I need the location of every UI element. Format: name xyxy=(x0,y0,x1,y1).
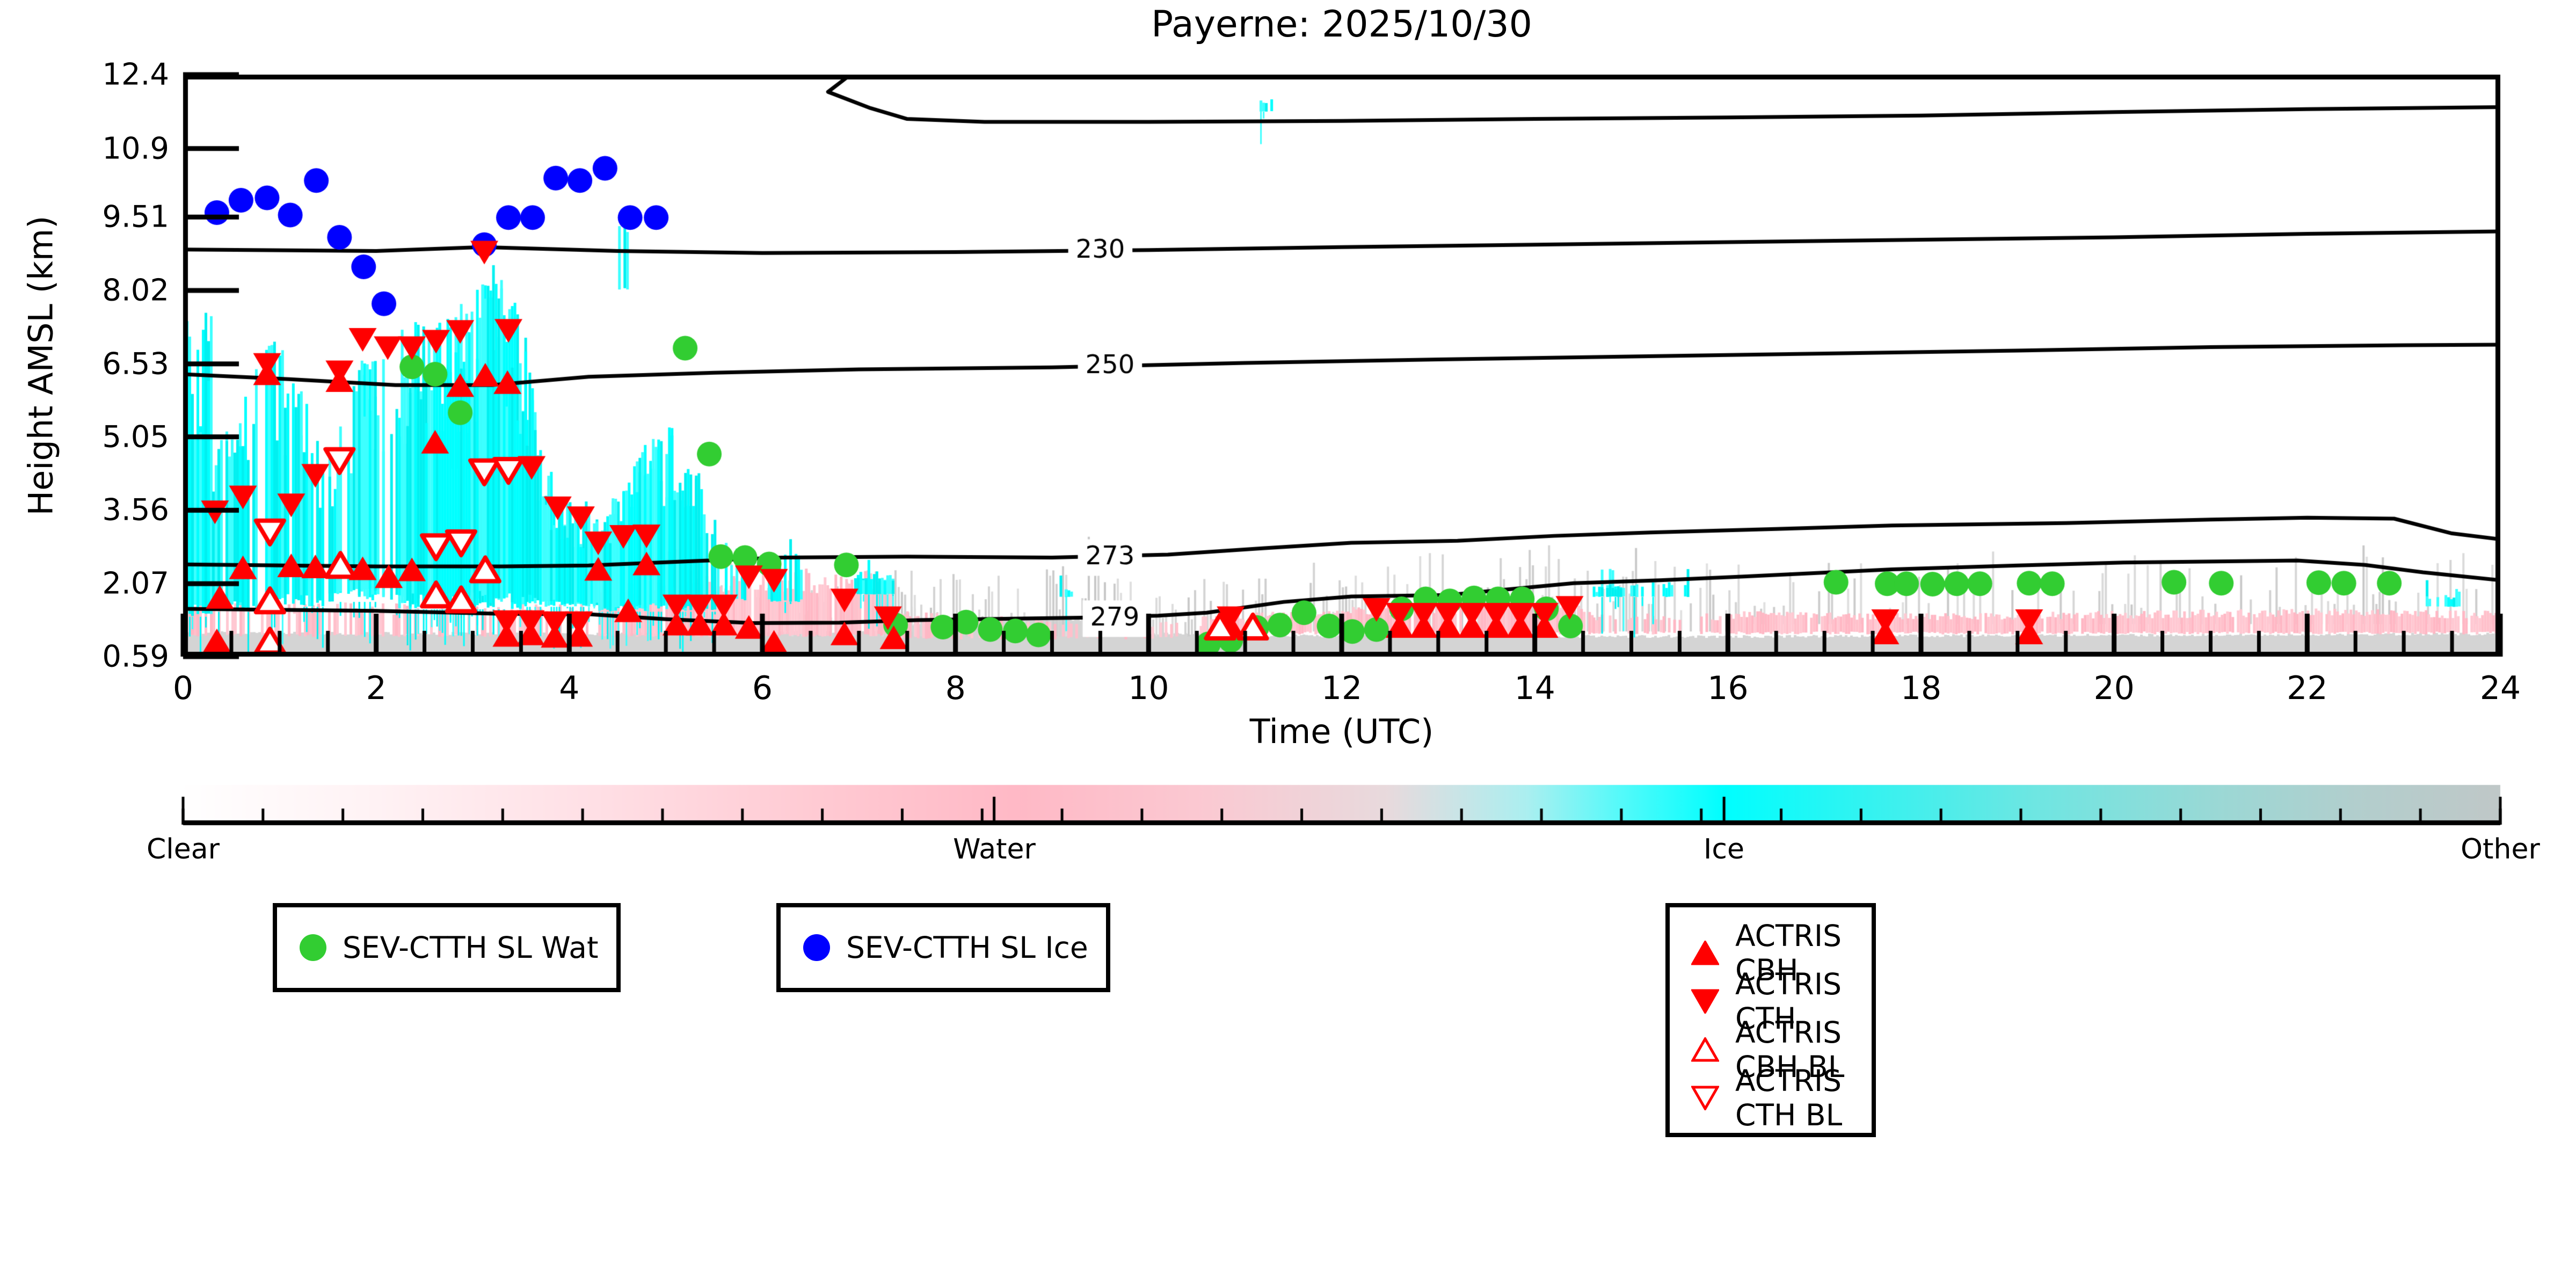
red-open-triangle-up-icon xyxy=(1691,1037,1719,1062)
legend-sev-ctth-ice: SEV-CTTH SL Ice xyxy=(776,903,1110,992)
blue-circle-marker-icon xyxy=(803,934,830,961)
colorbar-label-ice: Ice xyxy=(1704,833,1744,865)
red-open-triangle-down-icon xyxy=(1691,1086,1719,1110)
y-tick-label: 2.07 xyxy=(102,566,169,601)
page-title: Payerne: 2025/10/30 xyxy=(1151,3,1532,46)
legend-sev-ctth-wat: SEV-CTTH SL Wat xyxy=(273,903,621,992)
legend-label: ACTRIS CBH xyxy=(1735,919,1842,987)
x-tick-label: 12 xyxy=(1321,670,1363,707)
x-tick-label: 2 xyxy=(366,670,387,707)
x-tick-label: 4 xyxy=(559,670,580,707)
legend-item: ACTRIS CTH xyxy=(1691,967,1872,1036)
x-tick-label: 0 xyxy=(172,670,194,707)
x-tick-label: 10 xyxy=(1128,670,1169,707)
legend-label: ACTRIS CTH xyxy=(1735,967,1842,1036)
legend-label: ACTRIS CTH BL xyxy=(1735,1064,1843,1132)
y-axis-label: Height AMSL (km) xyxy=(21,215,61,516)
legend-item: ACTRIS CBH xyxy=(1691,919,1872,987)
y-tick-label: 0.59 xyxy=(102,639,169,674)
y-tick-label: 6.53 xyxy=(102,346,169,382)
x-tick-label: 6 xyxy=(752,670,773,707)
x-tick-label: 20 xyxy=(2093,670,2135,707)
red-filled-triangle-up-icon xyxy=(1691,941,1719,965)
y-tick-label: 12.4 xyxy=(102,57,169,92)
y-tick-label: 9.51 xyxy=(102,199,169,235)
green-circle-marker-icon xyxy=(300,934,326,961)
y-tick-label: 10.9 xyxy=(102,131,169,166)
x-tick-label: 8 xyxy=(945,670,966,707)
x-tick-label: 18 xyxy=(1900,670,1942,707)
colorbar-label-other: Other xyxy=(2461,833,2540,865)
legend-actris: ACTRIS CBH ACTRIS CTH ACTRIS CBH BL ACTRIS … xyxy=(1665,903,1876,1137)
x-tick-label: 16 xyxy=(1707,670,1749,707)
y-tick-label: 5.05 xyxy=(102,419,169,455)
x-tick-label: 22 xyxy=(2287,670,2328,707)
x-axis-label: Time (UTC) xyxy=(1249,712,1434,751)
colorbar-label-clear: Clear xyxy=(147,833,220,865)
red-filled-triangle-down-icon xyxy=(1691,989,1719,1014)
x-tick-label: 14 xyxy=(1514,670,1555,707)
y-tick-label: 3.56 xyxy=(102,492,169,528)
x-tick-label: 24 xyxy=(2479,670,2521,707)
legend-label: SEV-CTTH SL Wat xyxy=(343,930,599,965)
legend-label: SEV-CTTH SL Ice xyxy=(846,930,1088,965)
colorbar-label-water: Water xyxy=(953,833,1036,865)
legend-item: ACTRIS CTH BL xyxy=(1691,1064,1872,1132)
legend-item: ACTRIS CBH BL xyxy=(1691,1015,1872,1084)
legend-label: ACTRIS CBH BL xyxy=(1735,1015,1845,1084)
y-tick-label: 8.02 xyxy=(102,273,169,308)
